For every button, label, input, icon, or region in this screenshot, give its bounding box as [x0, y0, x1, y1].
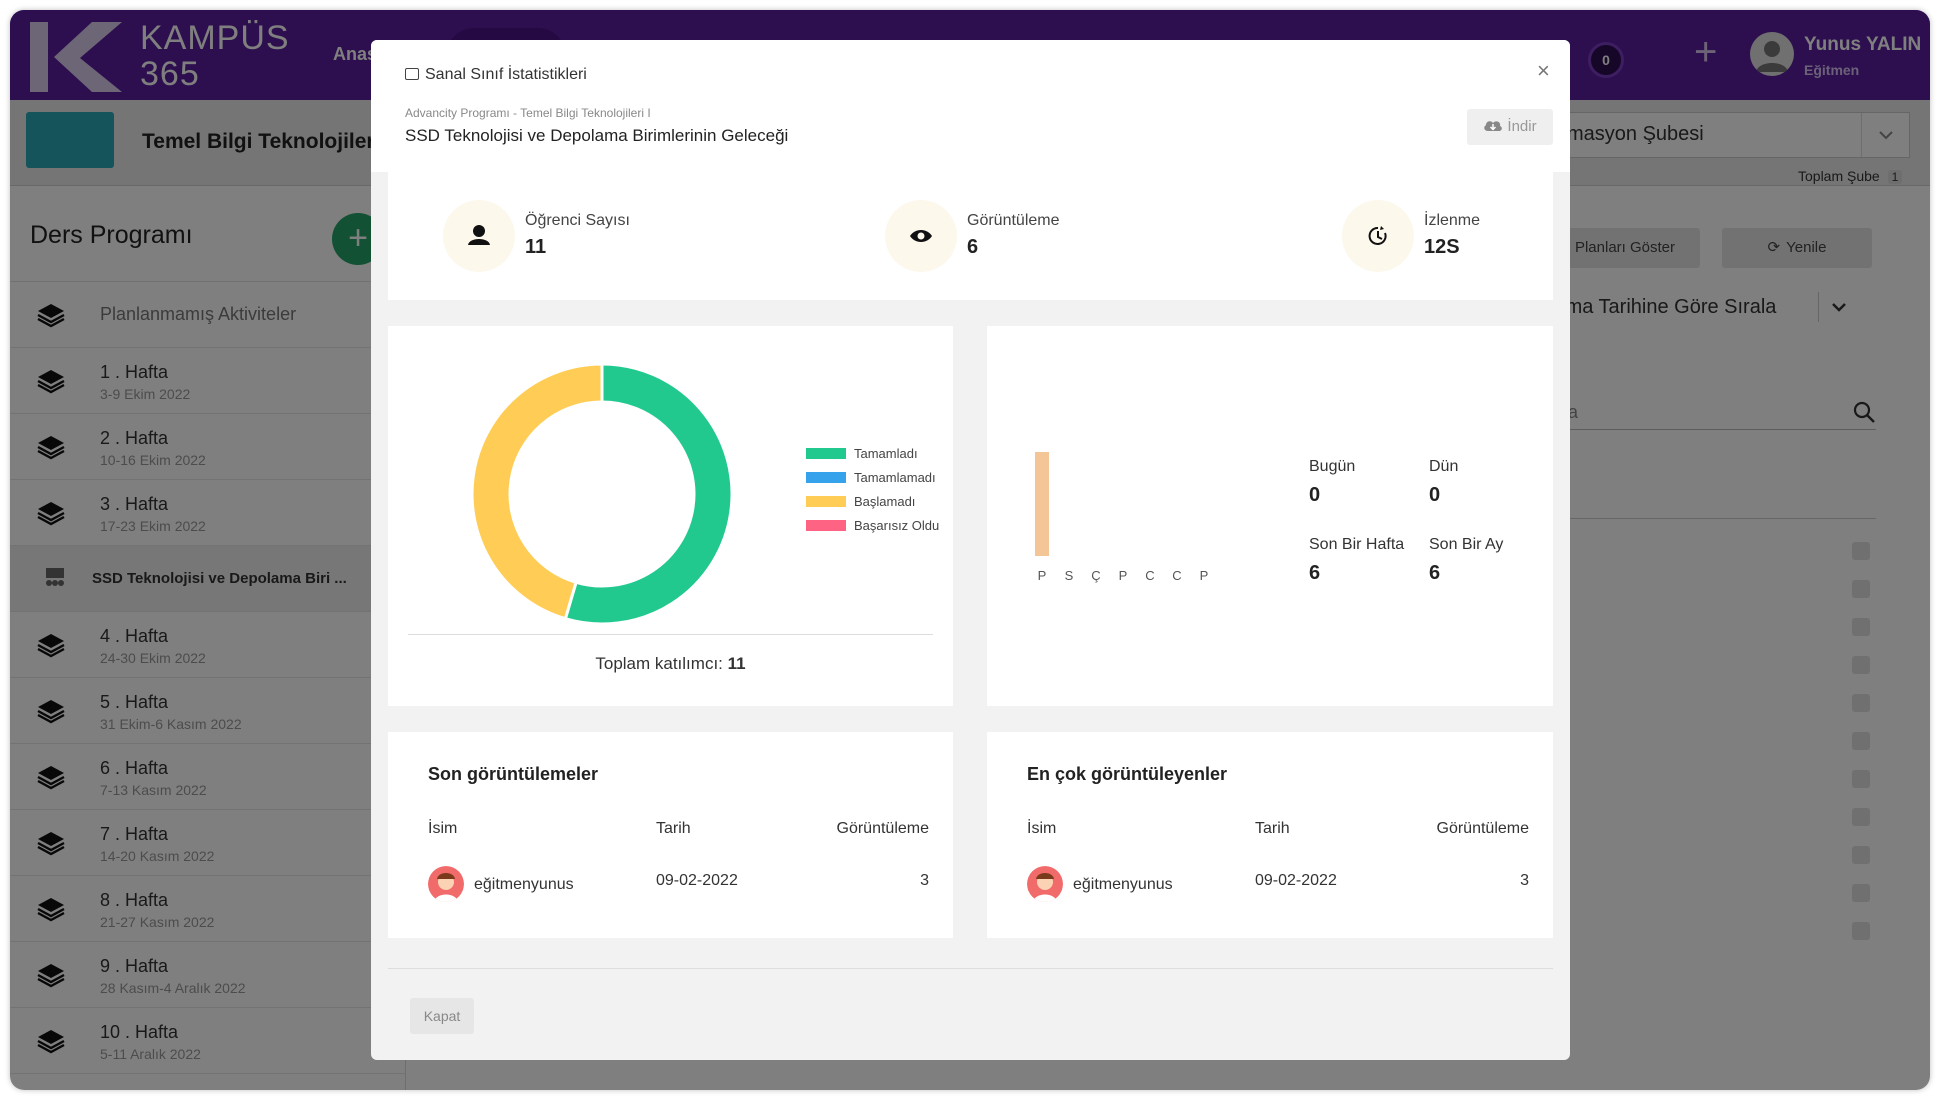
x-tick-label: P: [1200, 568, 1209, 583]
views-icon-bg: [885, 200, 957, 272]
user-avatar-icon: [428, 866, 464, 902]
student-count-value: 11: [525, 236, 547, 258]
stats-summary-card: Öğrenci Sayısı 11 Görüntüleme 6 İzlenme …: [388, 172, 1553, 300]
period-today-value: 0: [1309, 484, 1321, 506]
col-header-views[interactable]: Görüntüleme: [1436, 820, 1530, 837]
breadcrumb: Advancity Programı - Temel Bilgi Teknolo…: [405, 106, 651, 120]
period-week-label: Son Bir Hafta: [1309, 536, 1405, 553]
legend-item[interactable]: Başlamadı: [806, 494, 916, 509]
download-label: İndir: [1507, 118, 1537, 135]
chart-divider: [408, 634, 933, 635]
total-participants: Toplam katılımcı: 11: [388, 654, 953, 674]
period-month-label: Son Bir Ay: [1429, 536, 1504, 553]
views-label: Görüntüleme: [967, 212, 1060, 229]
eye-icon: [910, 230, 932, 242]
modal-footer-divider: [388, 968, 1553, 969]
row-date: 09-02-2022: [656, 872, 738, 889]
download-button[interactable]: İndir: [1467, 109, 1553, 145]
col-header-views[interactable]: Görüntüleme: [836, 820, 930, 837]
cloud-download-icon: [1484, 121, 1503, 131]
bar[interactable]: [1035, 452, 1049, 556]
period-week-value: 6: [1309, 562, 1321, 584]
x-tick-label: S: [1065, 568, 1074, 583]
row-views: 3: [920, 872, 929, 889]
legend-label: Başarısız Oldu: [854, 518, 940, 533]
modal-title: Sanal Sınıf İstatistikleri: [405, 66, 587, 84]
legend-label: Tamamlamadı: [854, 470, 936, 485]
student-count-icon-bg: [443, 200, 515, 272]
x-tick-label: P: [1038, 568, 1047, 583]
x-tick-label: P: [1119, 568, 1128, 583]
x-tick-label: Ç: [1091, 568, 1100, 583]
col-header-name[interactable]: İsim: [1027, 820, 1057, 837]
legend-label: Başlamadı: [854, 494, 916, 509]
completion-donut-chart: [470, 362, 734, 626]
legend-swatch: [806, 448, 846, 459]
x-tick-label: C: [1145, 568, 1154, 583]
top-viewers-title: En çok görüntüleyenler: [1027, 764, 1228, 784]
completion-chart-card: Tamamladı Tamamlamadı Başlamadı Başarısız O…: [388, 326, 953, 706]
modal-title-text: Sanal Sınıf İstatistikleri: [425, 66, 587, 83]
close-button[interactable]: Kapat: [410, 998, 474, 1034]
legend-label: Tamamladı: [854, 446, 918, 461]
donut-slice-tamamladı[interactable]: [563, 362, 734, 626]
clock-history-icon: [1368, 226, 1387, 245]
row-views: 3: [1520, 872, 1529, 889]
avatar: [428, 866, 464, 902]
period-month-value: 6: [1429, 562, 1441, 584]
period-yesterday-value: 0: [1429, 484, 1441, 506]
total-participants-value: 11: [727, 654, 746, 673]
legend-item[interactable]: Başarısız Oldu: [806, 518, 940, 533]
total-participants-label: Toplam katılımcı:: [595, 654, 723, 673]
donut-slice-başlamadı[interactable]: [470, 362, 604, 621]
legend-swatch: [806, 520, 846, 531]
user-avatar-icon: [1027, 866, 1063, 902]
recent-views-card: Son görüntülemeler İsim Tarih Görüntülem…: [388, 732, 953, 938]
row-name: eğitmenyunus: [474, 876, 574, 893]
legend-swatch: [806, 472, 846, 483]
row-date: 09-02-2022: [1255, 872, 1337, 889]
legend-swatch: [806, 496, 846, 507]
close-icon[interactable]: ×: [1537, 58, 1550, 83]
col-header-date[interactable]: Tarih: [1255, 820, 1290, 837]
watch-label: İzlenme: [1424, 212, 1481, 229]
presentation-icon: [405, 68, 419, 80]
user-icon: [468, 225, 490, 245]
avatar: [1027, 866, 1063, 902]
recent-views-title: Son görüntülemeler: [428, 764, 599, 784]
top-viewers-card: En çok görüntüleyenler İsim Tarih Görünt…: [987, 732, 1553, 938]
watch-icon-bg: [1342, 200, 1414, 272]
period-today-label: Bugün: [1309, 458, 1356, 475]
student-count-label: Öğrenci Sayısı: [525, 212, 630, 229]
statistics-modal: Sanal Sınıf İstatistikleri × Advancity P…: [371, 40, 1570, 1060]
modal-header: Sanal Sınıf İstatistikleri × Advancity P…: [371, 40, 1570, 172]
period-yesterday-label: Dün: [1429, 458, 1459, 475]
row-name: eğitmenyunus: [1073, 876, 1173, 893]
col-header-date[interactable]: Tarih: [656, 820, 691, 837]
col-header-name[interactable]: İsim: [428, 820, 458, 837]
views-chart-card: P S Ç P C C P Bugün 0 Dün 0 Son Bir Hafta 6 So…: [987, 326, 1553, 706]
lesson-title: SSD Teknolojisi ve Depolama Birimlerinin…: [405, 126, 789, 145]
watch-value: 12S: [1424, 236, 1460, 258]
legend-item[interactable]: Tamamlamadı: [806, 470, 936, 485]
views-value: 6: [967, 236, 979, 258]
x-tick-label: C: [1172, 568, 1181, 583]
legend-item[interactable]: Tamamladı: [806, 446, 918, 461]
